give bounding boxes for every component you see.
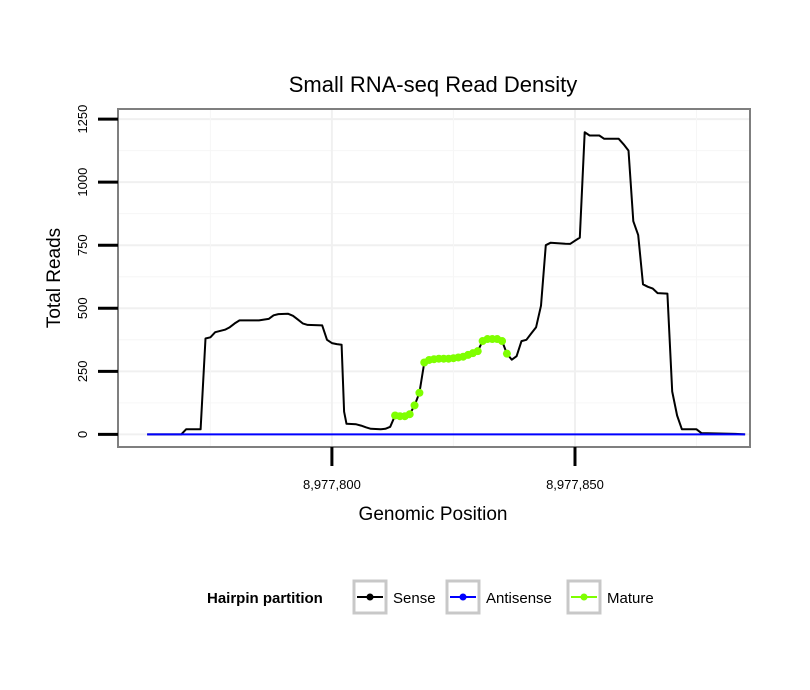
x-tick-label: 8,977,800 [303, 477, 361, 492]
series-layer [147, 131, 746, 436]
y-tick-label: 750 [75, 234, 90, 256]
mature-point [498, 337, 507, 346]
series-line-sense [147, 131, 746, 436]
y-tick-label: 0 [75, 431, 90, 438]
y-tick-label: 1000 [75, 168, 90, 197]
mature-point [502, 349, 511, 358]
legend-key-point [366, 593, 374, 601]
grid [118, 109, 750, 447]
plot-panel-border [117, 108, 751, 448]
mature-point [473, 347, 482, 356]
legend-key-point [459, 593, 467, 601]
y-axis-label: Total Reads [44, 228, 65, 328]
x-axis-label: Genomic Position [359, 504, 508, 525]
axes: 0 250 500 750 1000 1250 8,977,800 8,977,850 [75, 105, 604, 492]
mature-point [415, 388, 424, 397]
y-tick-label: 500 [75, 297, 90, 319]
legend-label-mature: Mature [607, 590, 654, 607]
chart-title: Small RNA-seq Read Density [289, 72, 578, 97]
mature-point [405, 410, 414, 419]
y-tick-label: 1250 [75, 105, 90, 134]
legend-key-point [580, 593, 588, 601]
legend: Hairpin partition Sense Antisense Mature [207, 579, 654, 615]
legend-label-sense: Sense [393, 590, 436, 607]
legend-title: Hairpin partition [207, 590, 323, 607]
legend-label-antisense: Antisense [486, 590, 552, 607]
x-tick-label: 8,977,850 [546, 477, 604, 492]
mature-point [410, 401, 419, 410]
y-tick-label: 250 [75, 360, 90, 382]
